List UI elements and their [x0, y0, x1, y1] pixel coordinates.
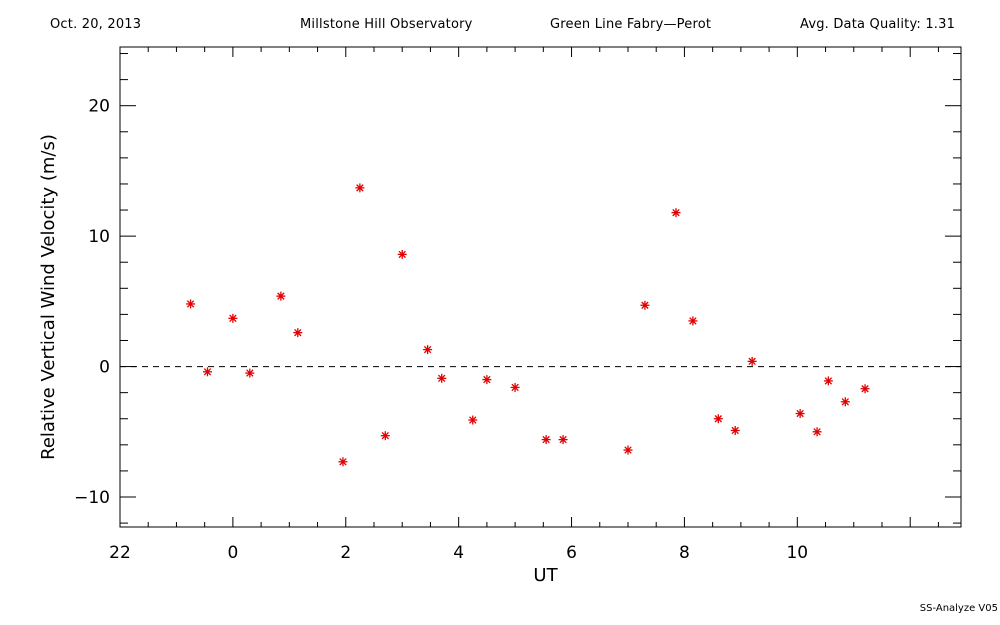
data-point: [380, 431, 390, 441]
x-tick-label: 8: [679, 543, 690, 563]
data-point: [468, 415, 478, 425]
x-tick-label: 0: [227, 543, 238, 563]
data-point: [482, 375, 492, 385]
data-point: [338, 457, 348, 467]
data-point: [245, 368, 255, 378]
data-point: [437, 373, 447, 383]
data-point: [671, 208, 681, 218]
data-quality-label: Avg. Data Quality: 1.31: [800, 17, 956, 32]
date-label: Oct. 20, 2013: [50, 17, 142, 32]
x-tick-label: 6: [566, 543, 577, 563]
axes: [119, 46, 962, 528]
data-point: [423, 345, 433, 355]
instrument-label: Green Line Fabry—Perot: [550, 17, 712, 32]
data-point: [795, 409, 805, 419]
data-point: [860, 384, 870, 394]
version-label: SS-Analyze V05: [919, 603, 998, 614]
data-point: [228, 313, 238, 323]
data-point: [823, 376, 833, 386]
y-tick-label: 0: [99, 358, 110, 378]
plot-frame: [119, 46, 962, 528]
x-axis-title: UT: [533, 565, 558, 586]
data-point: [730, 425, 740, 435]
data-point: [640, 300, 650, 310]
y-tick-label: −10: [74, 488, 110, 508]
ticks: [119, 47, 961, 527]
data-point: [558, 435, 568, 445]
tick-labels: 22 0 2 4 6 8 10 −10 0 10 20: [74, 97, 808, 563]
data-points: [186, 183, 870, 467]
x-tick-label: 4: [453, 543, 464, 563]
observatory-label: Millstone Hill Observatory: [300, 17, 473, 32]
data-point: [202, 367, 212, 377]
data-point: [713, 414, 723, 424]
data-point: [623, 445, 633, 455]
y-tick-label: 20: [88, 97, 110, 117]
data-point: [186, 299, 196, 309]
data-point: [688, 316, 698, 326]
data-point: [293, 328, 303, 338]
y-tick-label: 10: [88, 227, 110, 247]
data-point: [812, 427, 822, 437]
data-point: [747, 356, 757, 366]
x-tick-label: 2: [340, 543, 351, 563]
x-tick-label: 10: [786, 543, 808, 563]
y-axis-title: Relative Vertical Wind Velocity (m/s): [38, 134, 59, 460]
data-point: [840, 397, 850, 407]
data-point: [510, 382, 520, 392]
data-point: [355, 183, 365, 193]
x-tick-label: 22: [109, 543, 131, 563]
data-point: [397, 249, 407, 259]
data-point: [541, 435, 551, 445]
data-point: [276, 291, 286, 301]
